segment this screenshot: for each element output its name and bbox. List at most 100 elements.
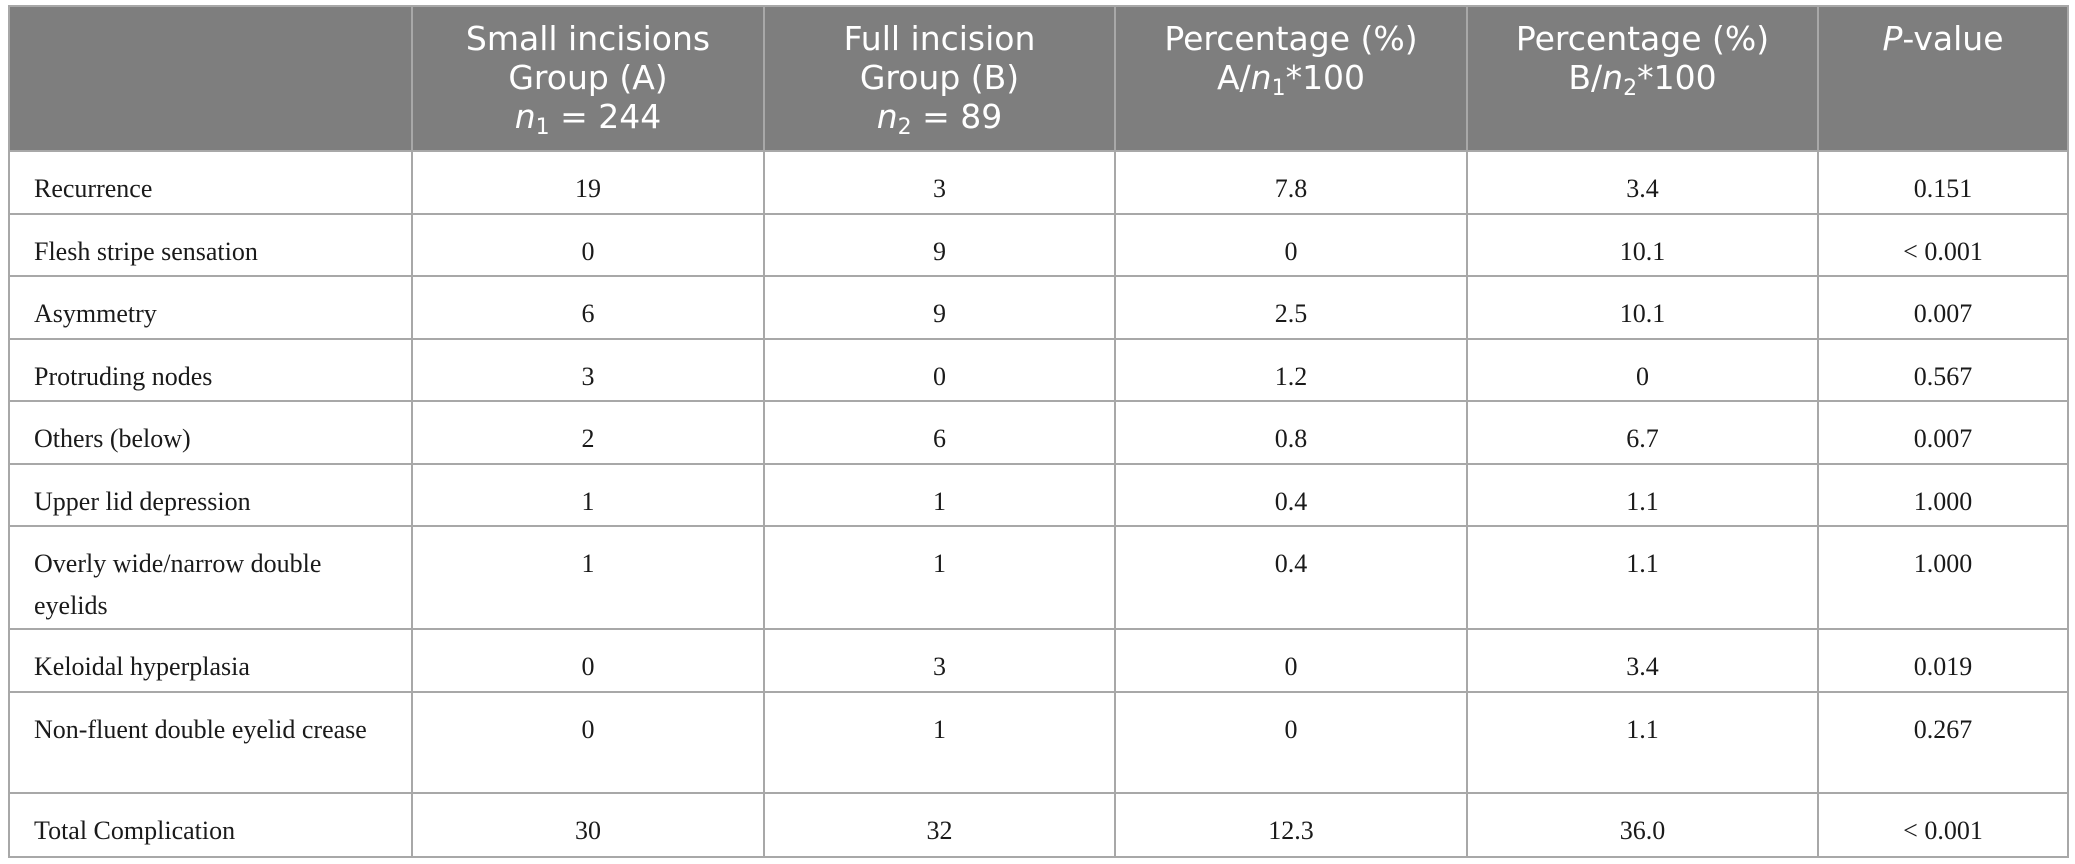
cell-p-value: 0.007: [1817, 275, 2069, 340]
table-row-protruding-nodes: Protruding nodes 3 0 1.2 0 0.567: [8, 337, 2069, 403]
header-cell-empty: [8, 5, 413, 152]
cell-percentage-a: 0.4: [1114, 462, 1468, 528]
table-row-others: Others (below) 2 6 0.8 6.7 0.007: [8, 400, 2069, 465]
cell-percentage-b: 10.1: [1466, 275, 1819, 340]
header-prefix: B/: [1568, 58, 1603, 97]
cell-percentage-b: 1.1: [1466, 525, 1819, 631]
cell-p-value: 1.000: [1817, 462, 2069, 528]
header-suffix: *100: [1637, 58, 1717, 97]
header-full-incision-group: Full incision Group (B) n2 = 89: [763, 5, 1116, 152]
complications-table: Small incisions Group (A) n1 = 244 Full …: [8, 5, 2069, 858]
header-variable: n: [514, 97, 536, 136]
cell-group-b: 1: [763, 690, 1116, 795]
cell-p-value: 0.019: [1817, 628, 2069, 693]
row-label: Recurrence: [8, 150, 413, 215]
cell-group-b: 32: [763, 792, 1116, 858]
cell-p-value: 0.007: [1817, 400, 2069, 465]
header-percentage-b: Percentage (%) B/n2*100: [1466, 5, 1819, 152]
cell-group-b: 0: [763, 337, 1116, 403]
header-sample-size: n1 = 244: [423, 97, 753, 139]
header-line: Percentage (%): [1515, 19, 1770, 58]
row-label: Others (below): [8, 400, 413, 465]
cell-group-b: 9: [763, 275, 1116, 340]
cell-percentage-a: 0: [1114, 690, 1468, 795]
header-sample-size: n2 = 89: [775, 97, 1104, 139]
cell-percentage-a: 12.3: [1114, 792, 1468, 858]
table-row-non-fluent-crease: Non-fluent double eyelid crease 0 1 0 1.…: [8, 690, 2069, 795]
cell-percentage-a: 0: [1114, 628, 1468, 693]
table-row-flesh-stripe-sensation: Flesh stripe sensation 0 9 0 10.1 < 0.00…: [8, 212, 2069, 278]
header-suffix: -value: [1902, 19, 2004, 58]
header-line: Group (B): [859, 58, 1020, 97]
cell-p-value: 0.567: [1817, 337, 2069, 403]
cell-percentage-b: 0: [1466, 337, 1819, 403]
cell-group-a: 30: [411, 792, 765, 858]
cell-percentage-a: 2.5: [1114, 275, 1468, 340]
cell-group-a: 0: [411, 628, 765, 693]
cell-p-value: < 0.001: [1817, 212, 2069, 278]
header-value: = 89: [911, 97, 1003, 136]
cell-percentage-a: 0.4: [1114, 525, 1468, 631]
header-variable: n: [1602, 58, 1624, 97]
header-prefix: A/: [1216, 58, 1251, 97]
header-p-value: P-value: [1817, 5, 2069, 152]
cell-p-value: 0.267: [1817, 690, 2069, 795]
header-variable: n: [876, 97, 898, 136]
complications-table-container: Small incisions Group (A) n1 = 244 Full …: [8, 5, 2069, 858]
row-label: Keloidal hyperplasia: [8, 628, 413, 693]
header-formula: B/n2*100: [1478, 58, 1807, 100]
cell-group-a: 6: [411, 275, 765, 340]
table-row-asymmetry: Asymmetry 6 9 2.5 10.1 0.007: [8, 275, 2069, 340]
header-row: Small incisions Group (A) n1 = 244 Full …: [8, 5, 2069, 152]
cell-group-a: 1: [411, 525, 765, 631]
cell-group-a: 2: [411, 400, 765, 465]
cell-group-a: 3: [411, 337, 765, 403]
table-row-overly-wide-narrow: Overly wide/narrow double eyelids 1 1 0.…: [8, 525, 2069, 631]
header-line: P-value: [1829, 19, 2057, 58]
cell-percentage-a: 7.8: [1114, 150, 1468, 215]
cell-group-b: 1: [763, 525, 1116, 631]
cell-group-b: 1: [763, 462, 1116, 528]
row-label: Overly wide/narrow double eyelids: [8, 525, 413, 631]
cell-percentage-b: 3.4: [1466, 628, 1819, 693]
table-row-recurrence: Recurrence 19 3 7.8 3.4 0.151: [8, 150, 2069, 215]
header-subscript: 1: [535, 115, 550, 140]
row-label: Upper lid depression: [8, 462, 413, 528]
header-small-incisions-group: Small incisions Group (A) n1 = 244: [411, 5, 765, 152]
header-variable: n: [1250, 58, 1272, 97]
header-line: Group (A): [508, 58, 668, 97]
cell-percentage-a: 0.8: [1114, 400, 1468, 465]
cell-group-a: 0: [411, 212, 765, 278]
cell-group-b: 3: [763, 150, 1116, 215]
cell-group-b: 9: [763, 212, 1116, 278]
row-label: Asymmetry: [8, 275, 413, 340]
cell-percentage-b: 1.1: [1466, 462, 1819, 528]
table-row-upper-lid-depression: Upper lid depression 1 1 0.4 1.1 1.000: [8, 462, 2069, 528]
header-subscript: 2: [897, 115, 912, 140]
header-line: Small incisions: [465, 19, 711, 58]
cell-group-b: 6: [763, 400, 1116, 465]
table-row-total-complication: Total Complication 30 32 12.3 36.0 < 0.0…: [8, 792, 2069, 858]
row-label: Protruding nodes: [8, 337, 413, 403]
cell-p-value: 1.000: [1817, 525, 2069, 631]
cell-group-a: 1: [411, 462, 765, 528]
cell-percentage-a: 0: [1114, 212, 1468, 278]
cell-percentage-b: 1.1: [1466, 690, 1819, 795]
row-label: Total Complication: [8, 792, 413, 858]
cell-p-value: 0.151: [1817, 150, 2069, 215]
header-line: Percentage (%): [1164, 19, 1418, 58]
cell-percentage-b: 10.1: [1466, 212, 1819, 278]
cell-group-a: 0: [411, 690, 765, 795]
header-variable: P: [1882, 19, 1903, 58]
cell-p-value: < 0.001: [1817, 792, 2069, 858]
cell-percentage-a: 1.2: [1114, 337, 1468, 403]
row-label: Flesh stripe sensation: [8, 212, 413, 278]
cell-group-b: 3: [763, 628, 1116, 693]
cell-percentage-b: 3.4: [1466, 150, 1819, 215]
cell-percentage-b: 6.7: [1466, 400, 1819, 465]
header-subscript: 1: [1271, 76, 1286, 101]
table-row-keloidal-hyperplasia: Keloidal hyperplasia 0 3 0 3.4 0.019: [8, 628, 2069, 693]
row-label: Non-fluent double eyelid crease: [8, 690, 413, 795]
cell-group-a: 19: [411, 150, 765, 215]
header-subscript: 2: [1623, 76, 1638, 101]
